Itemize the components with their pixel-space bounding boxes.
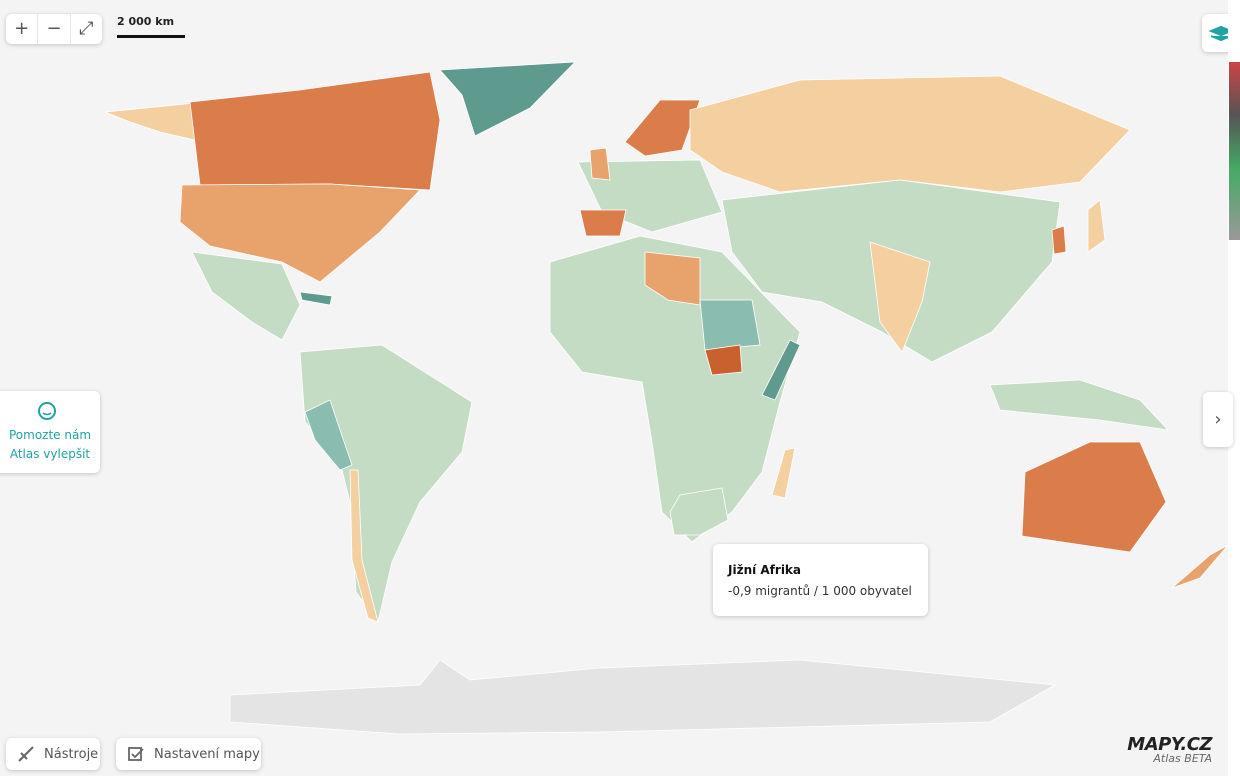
sudan <box>699 299 761 351</box>
logo[interactable]: MAPY.CZ Atlas BETA <box>1112 734 1212 765</box>
madagascar <box>771 447 796 499</box>
fullscreen-button[interactable]: ⤢ <box>79 18 94 39</box>
somalia <box>761 339 801 401</box>
feedback-icon <box>38 402 56 420</box>
logo-subtitle: Atlas BETA <box>1153 752 1212 765</box>
chile <box>349 469 379 623</box>
south-africa <box>669 487 729 536</box>
logo-brand: MAPY.CZ <box>1127 734 1212 755</box>
settings-label: Nastavení mapy <box>154 746 260 762</box>
expand-panel-button[interactable]: › <box>1203 392 1233 447</box>
tools-icon <box>16 744 36 764</box>
greenland <box>439 61 577 137</box>
scandinavia <box>624 99 701 157</box>
photo-thumbnail[interactable] <box>1229 62 1240 240</box>
feedback-text: Atlas vylepšit <box>9 447 91 461</box>
libya <box>644 251 701 306</box>
uk <box>589 147 611 181</box>
cuba <box>299 291 333 306</box>
canada <box>189 71 441 191</box>
tooltip-value: -0,9 migrantů / 1 000 obyvatel <box>728 584 912 598</box>
feedback-text: Pomozte nám <box>8 428 92 442</box>
russia <box>689 75 1131 193</box>
feedback-button[interactable]: Pomozte nám Atlas vylepšit <box>0 391 100 473</box>
tools-button[interactable]: Nástroje <box>6 738 100 770</box>
scale-bar <box>117 35 185 38</box>
tools-label: Nástroje <box>44 746 99 762</box>
new-zealand <box>1171 544 1229 589</box>
japan <box>1087 199 1106 253</box>
zoom-in-button[interactable]: + <box>6 14 39 44</box>
south-sudan <box>704 344 743 376</box>
indonesia <box>989 379 1170 431</box>
usa <box>179 183 421 283</box>
antarctica <box>229 659 1057 735</box>
mexico <box>191 251 301 341</box>
zoom-controls: + − ⤢ <box>6 14 102 44</box>
tooltip: Jižní Afrika -0,9 migrantů / 1 000 obyva… <box>713 544 928 616</box>
india <box>869 241 931 353</box>
korea <box>1051 225 1067 255</box>
south-america <box>299 344 473 623</box>
australia <box>1021 441 1167 553</box>
peru <box>304 399 353 471</box>
tooltip-title: Jižní Afrika <box>728 563 802 577</box>
scale-label: 2 000 km <box>117 15 175 28</box>
settings-icon <box>126 744 146 764</box>
layers-icon <box>1208 25 1234 42</box>
spain <box>579 209 627 237</box>
map-settings-button[interactable]: Nastavení mapy <box>116 738 261 770</box>
zoom-out-button[interactable]: − <box>38 14 71 44</box>
